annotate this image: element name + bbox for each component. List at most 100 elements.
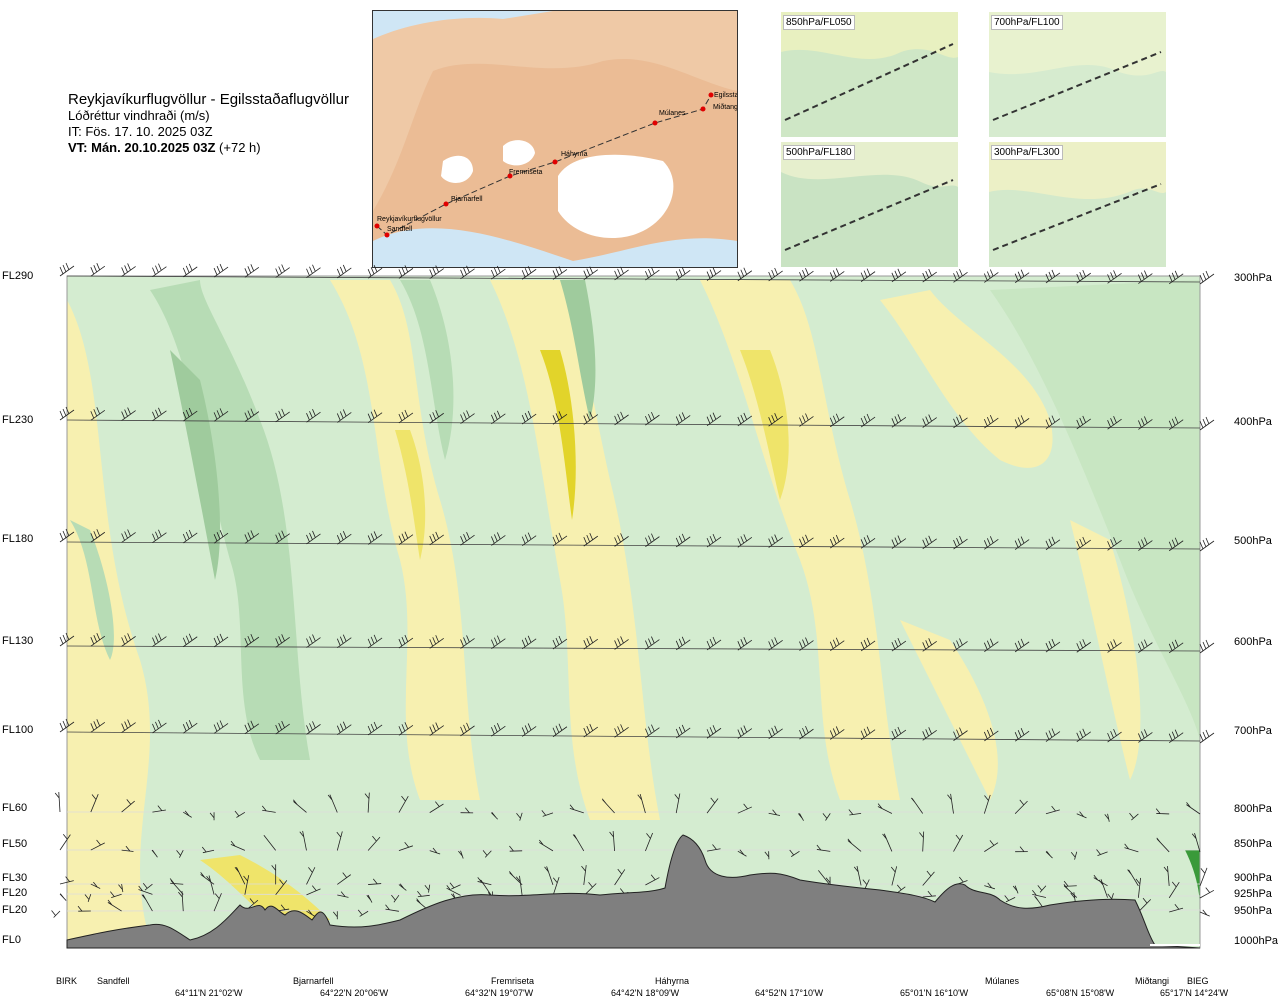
wind-barb	[275, 530, 290, 545]
wind-barb	[368, 878, 382, 885]
wind-barb	[737, 849, 747, 857]
wind-barb	[206, 875, 215, 895]
wind-barb	[336, 721, 352, 736]
wind-barb	[541, 810, 554, 817]
wind-barb	[275, 720, 290, 735]
wind-barb	[367, 835, 381, 851]
wind-barb	[922, 870, 935, 886]
wind-barb	[521, 532, 537, 546]
wind-barb	[275, 264, 290, 278]
wind-barb	[922, 268, 937, 283]
wind-barb	[891, 535, 907, 549]
wind-barb	[919, 831, 925, 852]
wind-barbs	[51, 262, 1215, 920]
thumbnail-700hpa[interactable]: 700hPa/FL100	[989, 12, 1166, 137]
wind-barb	[1076, 269, 1091, 284]
wind-barb	[829, 268, 845, 282]
wind-barb	[516, 812, 523, 821]
wind-barb	[737, 725, 753, 739]
wind-barb	[583, 723, 599, 738]
wind-barb	[213, 263, 229, 278]
wind-barb	[601, 798, 615, 814]
wind-barb	[90, 407, 106, 421]
wind-barb	[424, 884, 431, 893]
pressure-level-line	[66, 541, 1201, 550]
axis-right-400: 400hPa	[1234, 416, 1272, 428]
wind-barb	[737, 803, 752, 814]
chart-title: Reykjavíkurflugvöllur - Egilsstaðaflugvö…	[68, 91, 349, 108]
wind-barb	[891, 268, 907, 283]
axis-left-fl0: FL0	[2, 934, 21, 946]
wind-barb	[299, 830, 307, 851]
wind-barb	[460, 410, 475, 424]
wind-barb	[1138, 729, 1153, 743]
wind-barb	[209, 812, 215, 821]
wind-barb	[1124, 843, 1139, 853]
thumb-700-bg	[989, 12, 1166, 137]
wind-barb	[798, 813, 804, 821]
wind-barb	[152, 407, 167, 422]
pressure-level-line	[66, 645, 1201, 652]
wind-barb	[1107, 416, 1122, 430]
route-waypoint-marker	[374, 223, 380, 229]
field-band-yellow-9	[1070, 520, 1141, 780]
valid-time-main: VT: Mán. 20.10.2025 03Z	[68, 140, 216, 155]
wind-barb	[583, 532, 599, 547]
wind-barb	[490, 635, 506, 649]
wind-barb	[1107, 270, 1122, 284]
wind-barb	[429, 410, 444, 424]
valid-time-offset: (+72 h)	[219, 140, 261, 155]
wind-barb	[142, 883, 153, 891]
wind-barb	[1138, 537, 1153, 551]
wind-barb	[1070, 851, 1078, 860]
thumbnail-850hpa[interactable]: 850hPa/FL050	[781, 12, 958, 137]
wind-barb	[491, 812, 498, 820]
wind-barb	[1015, 846, 1028, 853]
thumbnail-label: 700hPa/FL100	[991, 15, 1063, 30]
wind-barb	[552, 411, 568, 425]
wind-barb	[417, 891, 430, 898]
wind-barb	[59, 833, 71, 851]
wind-barb	[799, 637, 814, 651]
wind-barb	[953, 269, 968, 283]
wind-barb	[581, 865, 587, 885]
wind-barb	[178, 891, 184, 912]
thumbnail-500hpa[interactable]: 500hPa/FL180	[781, 142, 958, 267]
wind-barb	[152, 805, 166, 813]
wind-barb	[922, 727, 937, 741]
route-waypoint-marker	[700, 106, 706, 112]
wind-barb	[183, 810, 192, 818]
coord-4: 64°42'N 18°09'W	[611, 988, 680, 998]
wind-barb	[234, 866, 246, 885]
wind-barb	[90, 794, 99, 813]
wind-barb	[336, 409, 352, 423]
wind-barb	[336, 831, 343, 851]
wind-barb	[1186, 802, 1201, 815]
wind-barb	[706, 797, 719, 814]
wind-barb	[609, 831, 615, 852]
wind-barb	[637, 793, 646, 814]
wind-barb	[768, 809, 781, 816]
wind-barb	[1096, 849, 1108, 856]
wind-barb	[538, 839, 554, 852]
wind-barb	[822, 813, 831, 821]
thumbnail-300hpa[interactable]: 300hPa/FL300	[989, 142, 1166, 267]
wind-barb	[306, 885, 321, 896]
wind-barb	[768, 637, 783, 651]
wind-barb	[336, 264, 352, 279]
wind-barb	[429, 265, 444, 279]
chart-subtitle: Lóðréttur vindhraði (m/s)	[68, 108, 210, 123]
wind-barb	[460, 532, 475, 546]
wind-barb	[152, 719, 167, 734]
wind-barb	[1168, 639, 1184, 654]
route-waypoint-marker	[443, 201, 449, 207]
wind-barb	[490, 532, 506, 546]
wind-barb	[764, 851, 770, 860]
wind-barb	[552, 532, 568, 547]
wind-barb	[121, 407, 136, 421]
wind-barb	[922, 638, 937, 652]
field-band-yellow-3	[395, 430, 426, 560]
pressure-level-line	[66, 275, 1201, 283]
field-band-yellow-10	[900, 620, 998, 800]
